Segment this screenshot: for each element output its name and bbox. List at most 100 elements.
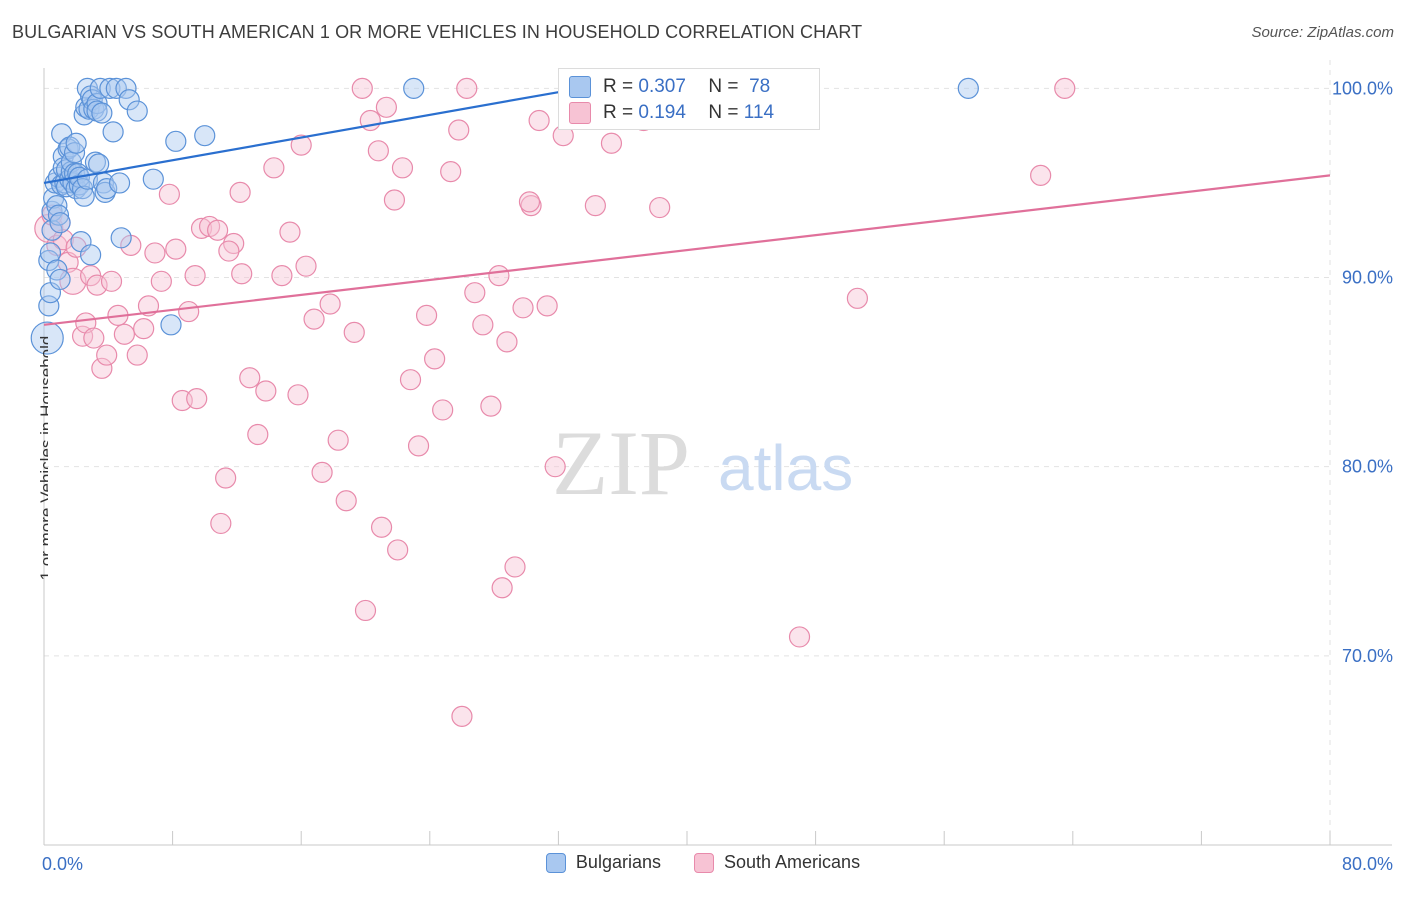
south-american-point <box>319 293 341 315</box>
south-american-point <box>210 512 232 535</box>
south-american-point <box>96 344 118 366</box>
south-american-point <box>496 331 518 353</box>
bulgarians-trend-line <box>43 91 559 185</box>
south-american-point <box>71 325 94 347</box>
south-american-point <box>367 140 389 162</box>
stats-r-label: R = <box>603 102 634 123</box>
south-american-point <box>255 380 277 402</box>
south-american-point <box>846 287 868 309</box>
y-tick-label: 70.0% <box>1342 646 1393 666</box>
bulgarian-point <box>30 321 64 355</box>
south-american-point <box>133 318 155 340</box>
south-american-point <box>584 195 606 217</box>
south-american-point <box>215 467 237 489</box>
bulgarian-point <box>91 102 113 124</box>
south-american-point <box>491 577 513 599</box>
watermark-zip: ZIP <box>552 412 690 514</box>
bulgarian-point <box>71 178 94 200</box>
y-axis-label: 1 or more Vehicles in Household <box>37 336 48 581</box>
bulgarian-point <box>160 314 182 336</box>
south-american-point <box>383 189 406 211</box>
legend-swatch-south-americans <box>694 852 714 873</box>
south-american-point <box>399 369 422 391</box>
stats-n-label: N = <box>708 102 739 123</box>
y-tick-label: 100.0% <box>1332 78 1393 98</box>
legend-label-bulgarians: Bulgarians <box>575 852 661 872</box>
bulgarian-point <box>49 212 71 234</box>
south-american-point <box>165 238 187 260</box>
south-american-point <box>158 183 180 205</box>
south-american-point <box>504 556 526 578</box>
south-american-point <box>100 270 123 292</box>
south-american-point <box>150 270 172 292</box>
south-american-point <box>263 157 285 179</box>
south-american-point <box>424 348 446 370</box>
bulgarian-point <box>118 89 140 111</box>
south-american-point <box>391 157 414 179</box>
south-americans-r-value: 0.194 <box>638 102 686 123</box>
south-american-point <box>303 308 325 330</box>
south-americans-trend-line <box>43 174 1331 326</box>
south-american-point <box>137 295 160 317</box>
stats-r-label: R = <box>603 76 634 97</box>
x-tick-label-min: 0.0% <box>42 854 83 874</box>
south-americans-n-value: 114 <box>743 102 775 123</box>
south-american-point <box>1030 164 1052 186</box>
bulgarian-point <box>84 151 107 173</box>
south-american-point <box>544 456 566 478</box>
south-american-point <box>488 265 510 287</box>
bottom-legend: Bulgarians South Americans <box>0 852 1406 878</box>
south-american-point <box>327 429 349 451</box>
bulgarian-point <box>108 172 131 194</box>
bulgarians-swatch <box>569 76 591 98</box>
bulgarian-point <box>49 268 71 291</box>
stats-legend-box: R = 0.307 N = 78 R = 0.194 N = 114 <box>558 68 820 130</box>
south-american-point <box>464 282 486 304</box>
stats-row-bulgarians: R = 0.307 N = 78 <box>569 74 770 100</box>
bulgarians-n-value: 78 <box>749 76 771 97</box>
bulgarian-point <box>142 168 164 190</box>
south-american-point <box>1054 77 1076 99</box>
south-american-point <box>518 191 541 213</box>
south-american-point <box>788 626 811 648</box>
bulgarian-point <box>165 130 187 152</box>
south-american-point <box>239 367 261 389</box>
south-american-point <box>126 344 148 366</box>
bulgarians-r-value: 0.307 <box>638 76 686 97</box>
bulgarian-point <box>65 132 87 154</box>
south-american-point <box>354 599 377 622</box>
south-american-point <box>207 219 229 241</box>
legend-item-bulgarians[interactable]: Bulgarians <box>545 852 661 873</box>
south-american-point <box>290 134 312 156</box>
south-american-point <box>218 240 240 262</box>
trend-lines <box>43 91 1331 326</box>
south-american-point <box>456 77 478 99</box>
bulgarian-point <box>96 178 118 200</box>
south-american-point <box>190 217 213 239</box>
south-american-point <box>186 387 208 410</box>
y-tick-label: 80.0% <box>1342 457 1393 477</box>
bulgarian-point <box>73 185 95 207</box>
south-american-point <box>343 321 365 343</box>
bulgarian-point <box>99 77 121 99</box>
south-american-point <box>351 77 373 99</box>
legend-label-south-americans: South Americans <box>724 852 861 872</box>
south-american-point <box>178 300 200 323</box>
bulgarian-point <box>110 227 132 249</box>
bulgarian-point <box>126 100 148 122</box>
legend-item-south-americans[interactable]: South Americans <box>694 852 860 873</box>
bulgarians-points <box>30 77 979 355</box>
south-american-point <box>520 195 542 217</box>
south-american-point <box>387 539 409 561</box>
south-american-point <box>91 357 113 379</box>
south-american-point <box>536 295 558 317</box>
south-american-point <box>448 119 470 141</box>
stats-row-south-americans: R = 0.194 N = 114 <box>569 100 774 126</box>
south-american-point <box>370 516 393 538</box>
south-american-point <box>432 399 454 421</box>
south-americans-points <box>34 77 1076 727</box>
legend-swatch-bulgarians <box>545 852 566 873</box>
bulgarian-point <box>47 204 70 226</box>
south-american-point <box>311 461 333 483</box>
south-american-point <box>279 221 301 243</box>
